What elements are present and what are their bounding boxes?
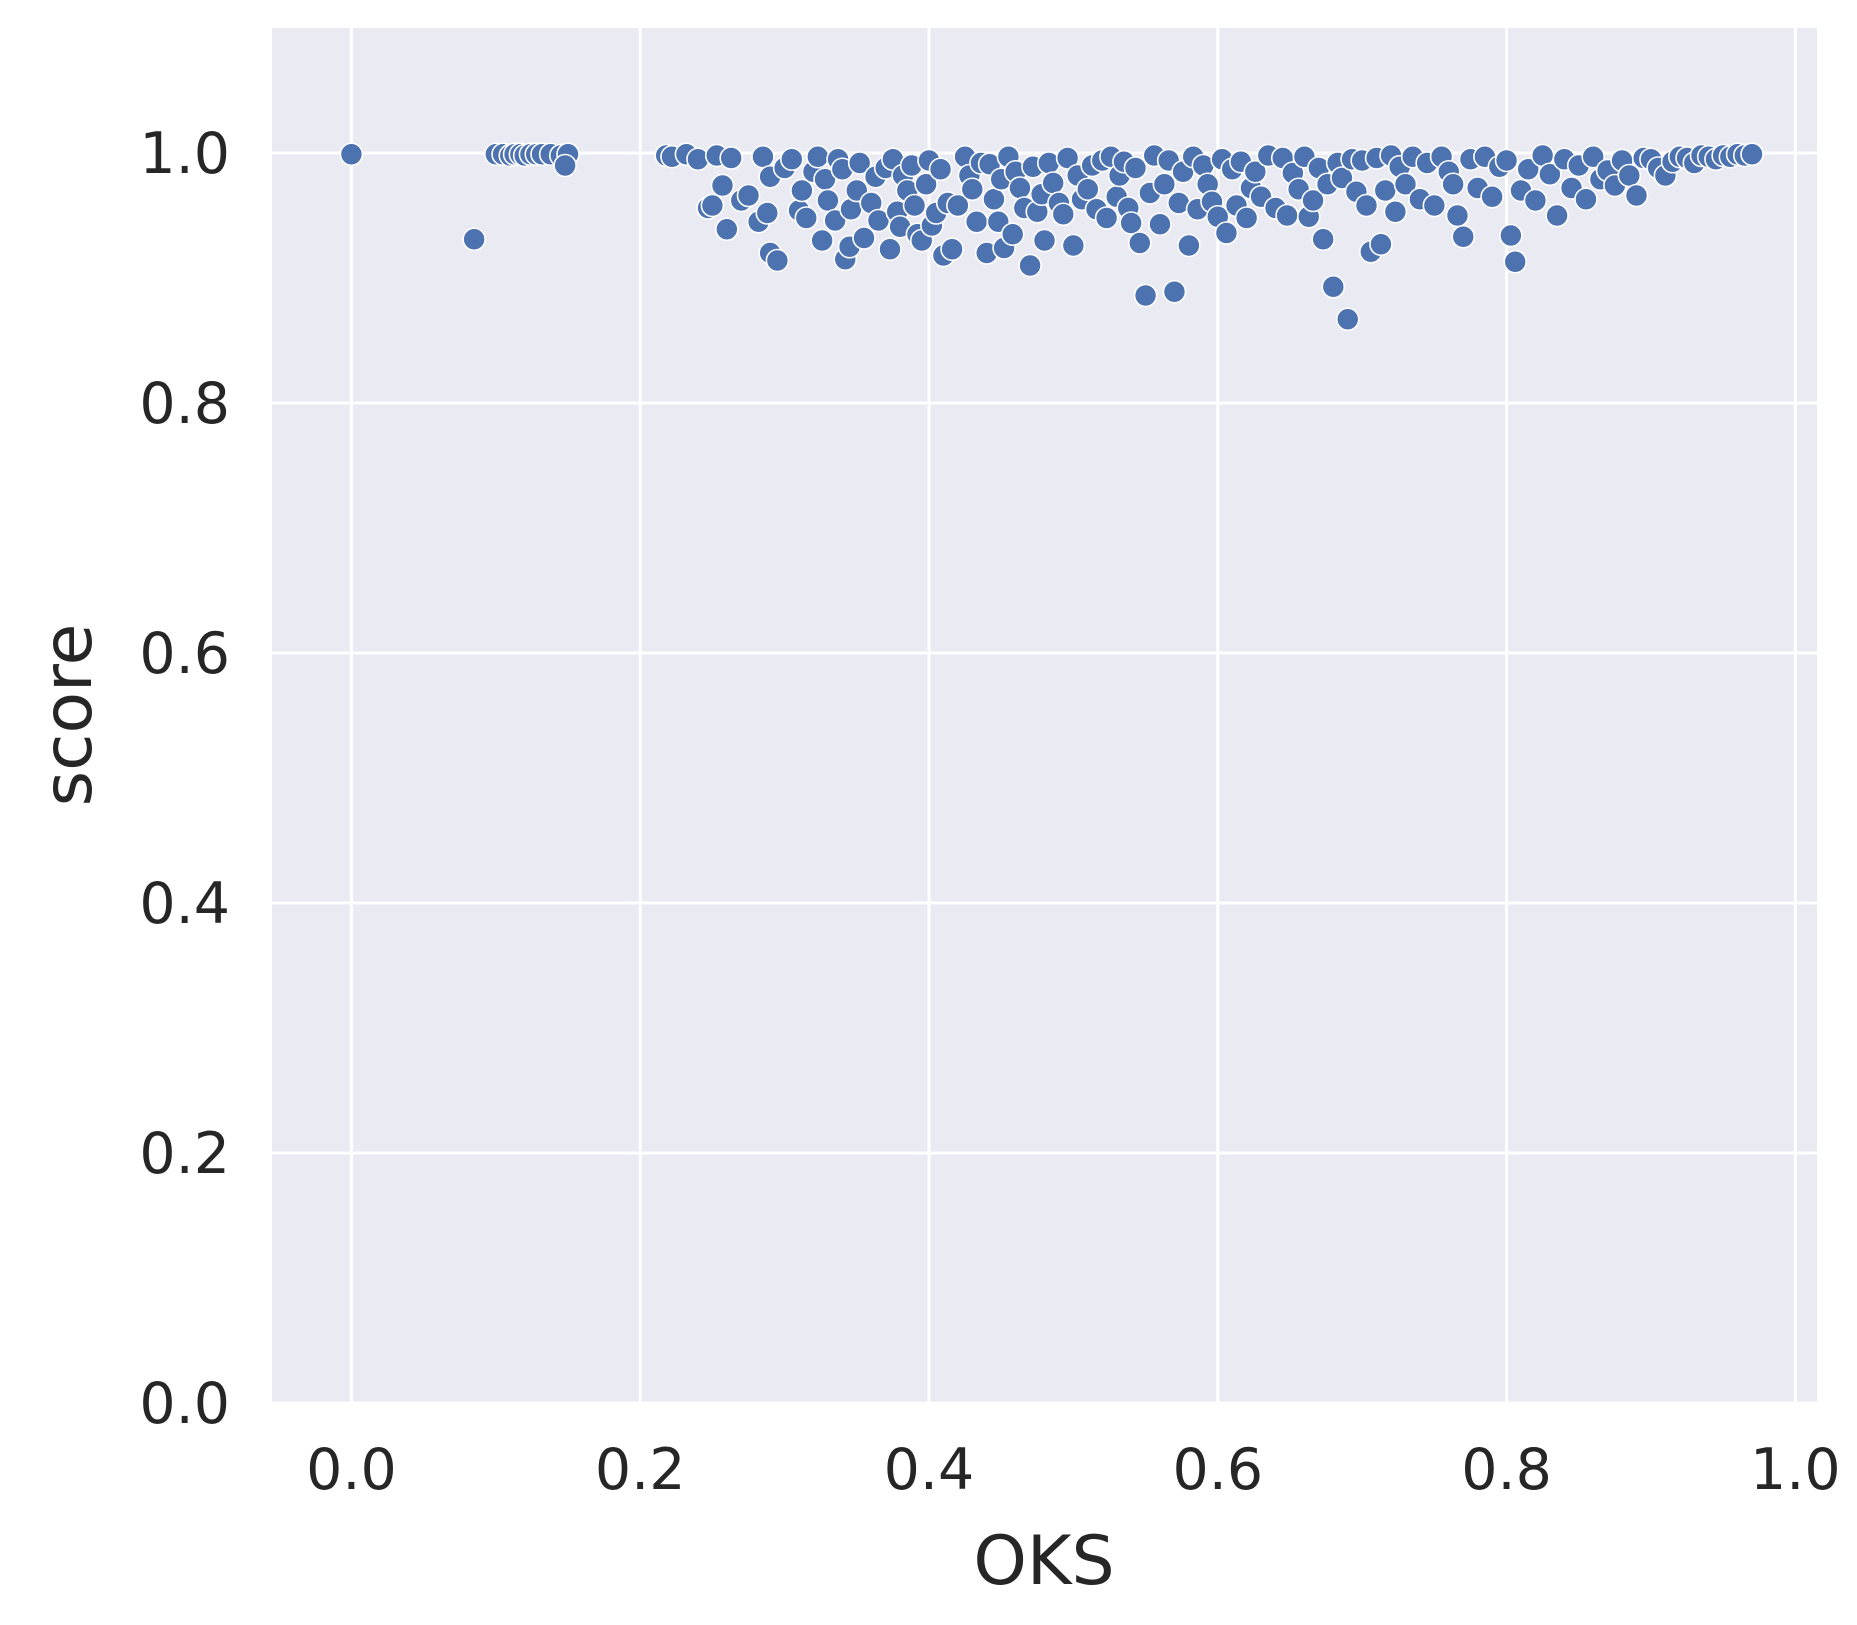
data-point (715, 217, 739, 242)
data-point (1422, 193, 1447, 218)
data-point (823, 208, 847, 233)
data-point (1119, 211, 1143, 235)
data-point (1152, 172, 1177, 197)
data-point (878, 237, 902, 262)
plot-background (272, 28, 1817, 1403)
data-point (1127, 231, 1152, 255)
data-point (1051, 202, 1076, 227)
x-tick-label: 0.0 (306, 1437, 397, 1503)
data-point (780, 147, 804, 172)
data-point (1624, 183, 1649, 208)
data-point (1076, 177, 1100, 202)
data-point (914, 172, 938, 197)
y-tick-label: 0.0 (139, 1371, 230, 1437)
data-point (736, 183, 761, 208)
data-point (1581, 144, 1605, 169)
data-point (1335, 307, 1360, 332)
data-point (940, 237, 964, 262)
data-point (806, 144, 830, 169)
x-tick-label: 0.2 (595, 1437, 686, 1503)
data-point (1545, 203, 1569, 228)
data-point (1177, 233, 1201, 258)
data-point (964, 209, 989, 234)
data-point (810, 228, 834, 253)
data-point (1740, 142, 1764, 167)
data-point (1041, 171, 1065, 195)
data-point (1214, 221, 1239, 245)
data-points (339, 142, 1764, 332)
data-point (1499, 223, 1523, 248)
data-point (847, 151, 872, 175)
y-axis-label: score (29, 624, 108, 807)
data-point (1000, 222, 1025, 247)
x-tick-label: 0.6 (1172, 1437, 1263, 1503)
data-point (1311, 227, 1335, 252)
grid-lines (272, 28, 1817, 1405)
data-point (1480, 184, 1504, 209)
data-point (928, 157, 953, 182)
data-point (553, 153, 577, 178)
data-point (1275, 203, 1299, 228)
data-point (1617, 163, 1642, 188)
data-point (946, 193, 970, 218)
data-point (1383, 199, 1408, 224)
data-point (710, 173, 735, 198)
data-point (1234, 206, 1259, 230)
data-point (700, 193, 725, 218)
data-point (755, 201, 780, 225)
data-point (1301, 188, 1325, 213)
data-point (816, 188, 840, 213)
data-point (902, 193, 927, 218)
data-point (1148, 212, 1172, 237)
data-point (1123, 156, 1148, 180)
data-point (751, 144, 775, 169)
data-point (1243, 159, 1268, 184)
x-tick-label: 0.8 (1461, 1437, 1552, 1503)
data-point (1494, 148, 1519, 173)
data-point (790, 178, 814, 203)
data-point (794, 206, 819, 230)
x-tick-label: 1.0 (1750, 1437, 1841, 1503)
y-tick-label: 0.2 (139, 1121, 230, 1187)
data-point (1369, 232, 1393, 257)
data-point (1441, 172, 1465, 197)
y-tick-label: 0.8 (139, 371, 230, 437)
data-point (1162, 279, 1187, 304)
x-tick-labels: 0.0 0.2 0.4 0.6 0.8 1.0 (306, 1437, 1841, 1503)
data-point (1373, 178, 1398, 203)
y-tick-label: 1.0 (139, 121, 230, 187)
data-point (1445, 203, 1470, 228)
data-point (1523, 188, 1548, 213)
data-point (1008, 176, 1032, 200)
data-point (1094, 206, 1119, 230)
y-tick-label: 0.4 (139, 871, 230, 937)
y-tick-labels: 0.0 0.2 0.4 0.6 0.8 1.0 (139, 121, 230, 1437)
data-point (462, 227, 486, 252)
data-point (719, 146, 743, 170)
x-axis-label: OKS (973, 1522, 1114, 1601)
data-point (1133, 283, 1158, 308)
data-point (982, 187, 1006, 212)
data-point (1330, 166, 1354, 190)
data-point (1354, 193, 1379, 218)
data-point (1321, 274, 1346, 299)
data-point (765, 248, 790, 273)
data-point (1538, 162, 1562, 187)
data-point (1393, 172, 1418, 197)
y-tick-label: 0.6 (139, 621, 230, 687)
data-point (1503, 249, 1528, 274)
data-point (1061, 233, 1086, 258)
data-point (852, 226, 876, 250)
data-point (1574, 187, 1598, 212)
data-point (1018, 253, 1042, 278)
data-point (1055, 146, 1080, 170)
x-tick-label: 0.4 (884, 1437, 975, 1503)
data-point (1451, 224, 1476, 249)
data-point (960, 177, 985, 202)
data-point (339, 142, 364, 167)
data-point (1032, 228, 1057, 253)
